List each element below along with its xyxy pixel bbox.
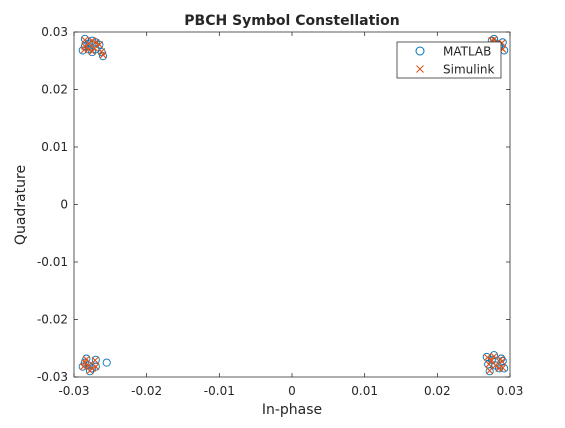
x-tick-label: 0.02: [424, 384, 451, 398]
legend-box: [396, 41, 502, 79]
y-axis-label: Quadrature: [13, 165, 29, 245]
x-tick-label: 0.01: [351, 384, 378, 398]
plot-frame: [73, 31, 511, 378]
y-tick-label: -0.03: [37, 370, 68, 384]
y-tick-label: 0: [60, 198, 68, 212]
data-point-x: [81, 36, 89, 44]
data-point-circle: [78, 46, 87, 55]
legend: MATLAB Simulink: [396, 41, 502, 79]
data-point-circle: [95, 40, 104, 49]
data-point-x: [88, 47, 96, 56]
data-point-circle: [88, 48, 97, 57]
data-point-circle: [88, 36, 97, 45]
data-point-circle: [500, 364, 509, 373]
x-tick-label: -0.02: [131, 384, 162, 398]
data-point-x: [86, 367, 94, 375]
data-point-x: [82, 355, 90, 363]
data-point-circle: [82, 354, 91, 363]
data-point-circle: [482, 352, 491, 361]
data-point-x: [92, 363, 100, 371]
data-point-x: [488, 356, 496, 364]
data-point-circle: [88, 364, 97, 373]
data-point-x: [95, 41, 104, 49]
data-point-x: [499, 364, 507, 372]
data-point-x: [485, 360, 493, 368]
x-tick-label: 0: [288, 384, 296, 398]
y-tick-label: 0.03: [41, 25, 68, 39]
legend-label-simulink: Simulink: [443, 63, 495, 77]
chart-title: PBCH Symbol Constellation: [184, 13, 399, 29]
data-point-circle: [102, 358, 111, 367]
data-point-x: [92, 38, 100, 46]
y-tick-label: 0.02: [41, 83, 68, 97]
data-point-x: [490, 352, 498, 360]
legend-marker-matlab: [415, 46, 425, 56]
x-tick-label: -0.03: [58, 384, 89, 398]
legend-label-matlab: MATLAB: [443, 45, 491, 59]
data-point-circle: [80, 34, 89, 43]
y-tick-label: -0.01: [37, 255, 68, 269]
data-point-x: [490, 35, 498, 44]
x-tick-label: 0.03: [497, 384, 524, 398]
data-point-circle: [78, 362, 87, 371]
data-point-circle: [80, 358, 89, 367]
data-point-x: [80, 46, 88, 54]
plot-area: [74, 32, 510, 377]
y-tick-label: 0.01: [41, 140, 68, 154]
data-point-x: [79, 363, 88, 371]
data-point-x: [496, 355, 505, 363]
data-point-x: [486, 367, 494, 375]
legend-marker-simulink: [416, 65, 424, 73]
data-point-x: [98, 47, 106, 56]
x-axis-label: In-phase: [262, 402, 322, 418]
data-point-circle: [485, 367, 494, 376]
data-point-x: [91, 356, 99, 364]
data-point-circle: [91, 362, 100, 371]
y-tick-label: -0.02: [37, 313, 68, 327]
data-point-x: [483, 353, 492, 362]
data-point-x: [88, 37, 96, 45]
data-point-x: [90, 44, 98, 52]
x-tick-label: -0.01: [204, 384, 235, 398]
